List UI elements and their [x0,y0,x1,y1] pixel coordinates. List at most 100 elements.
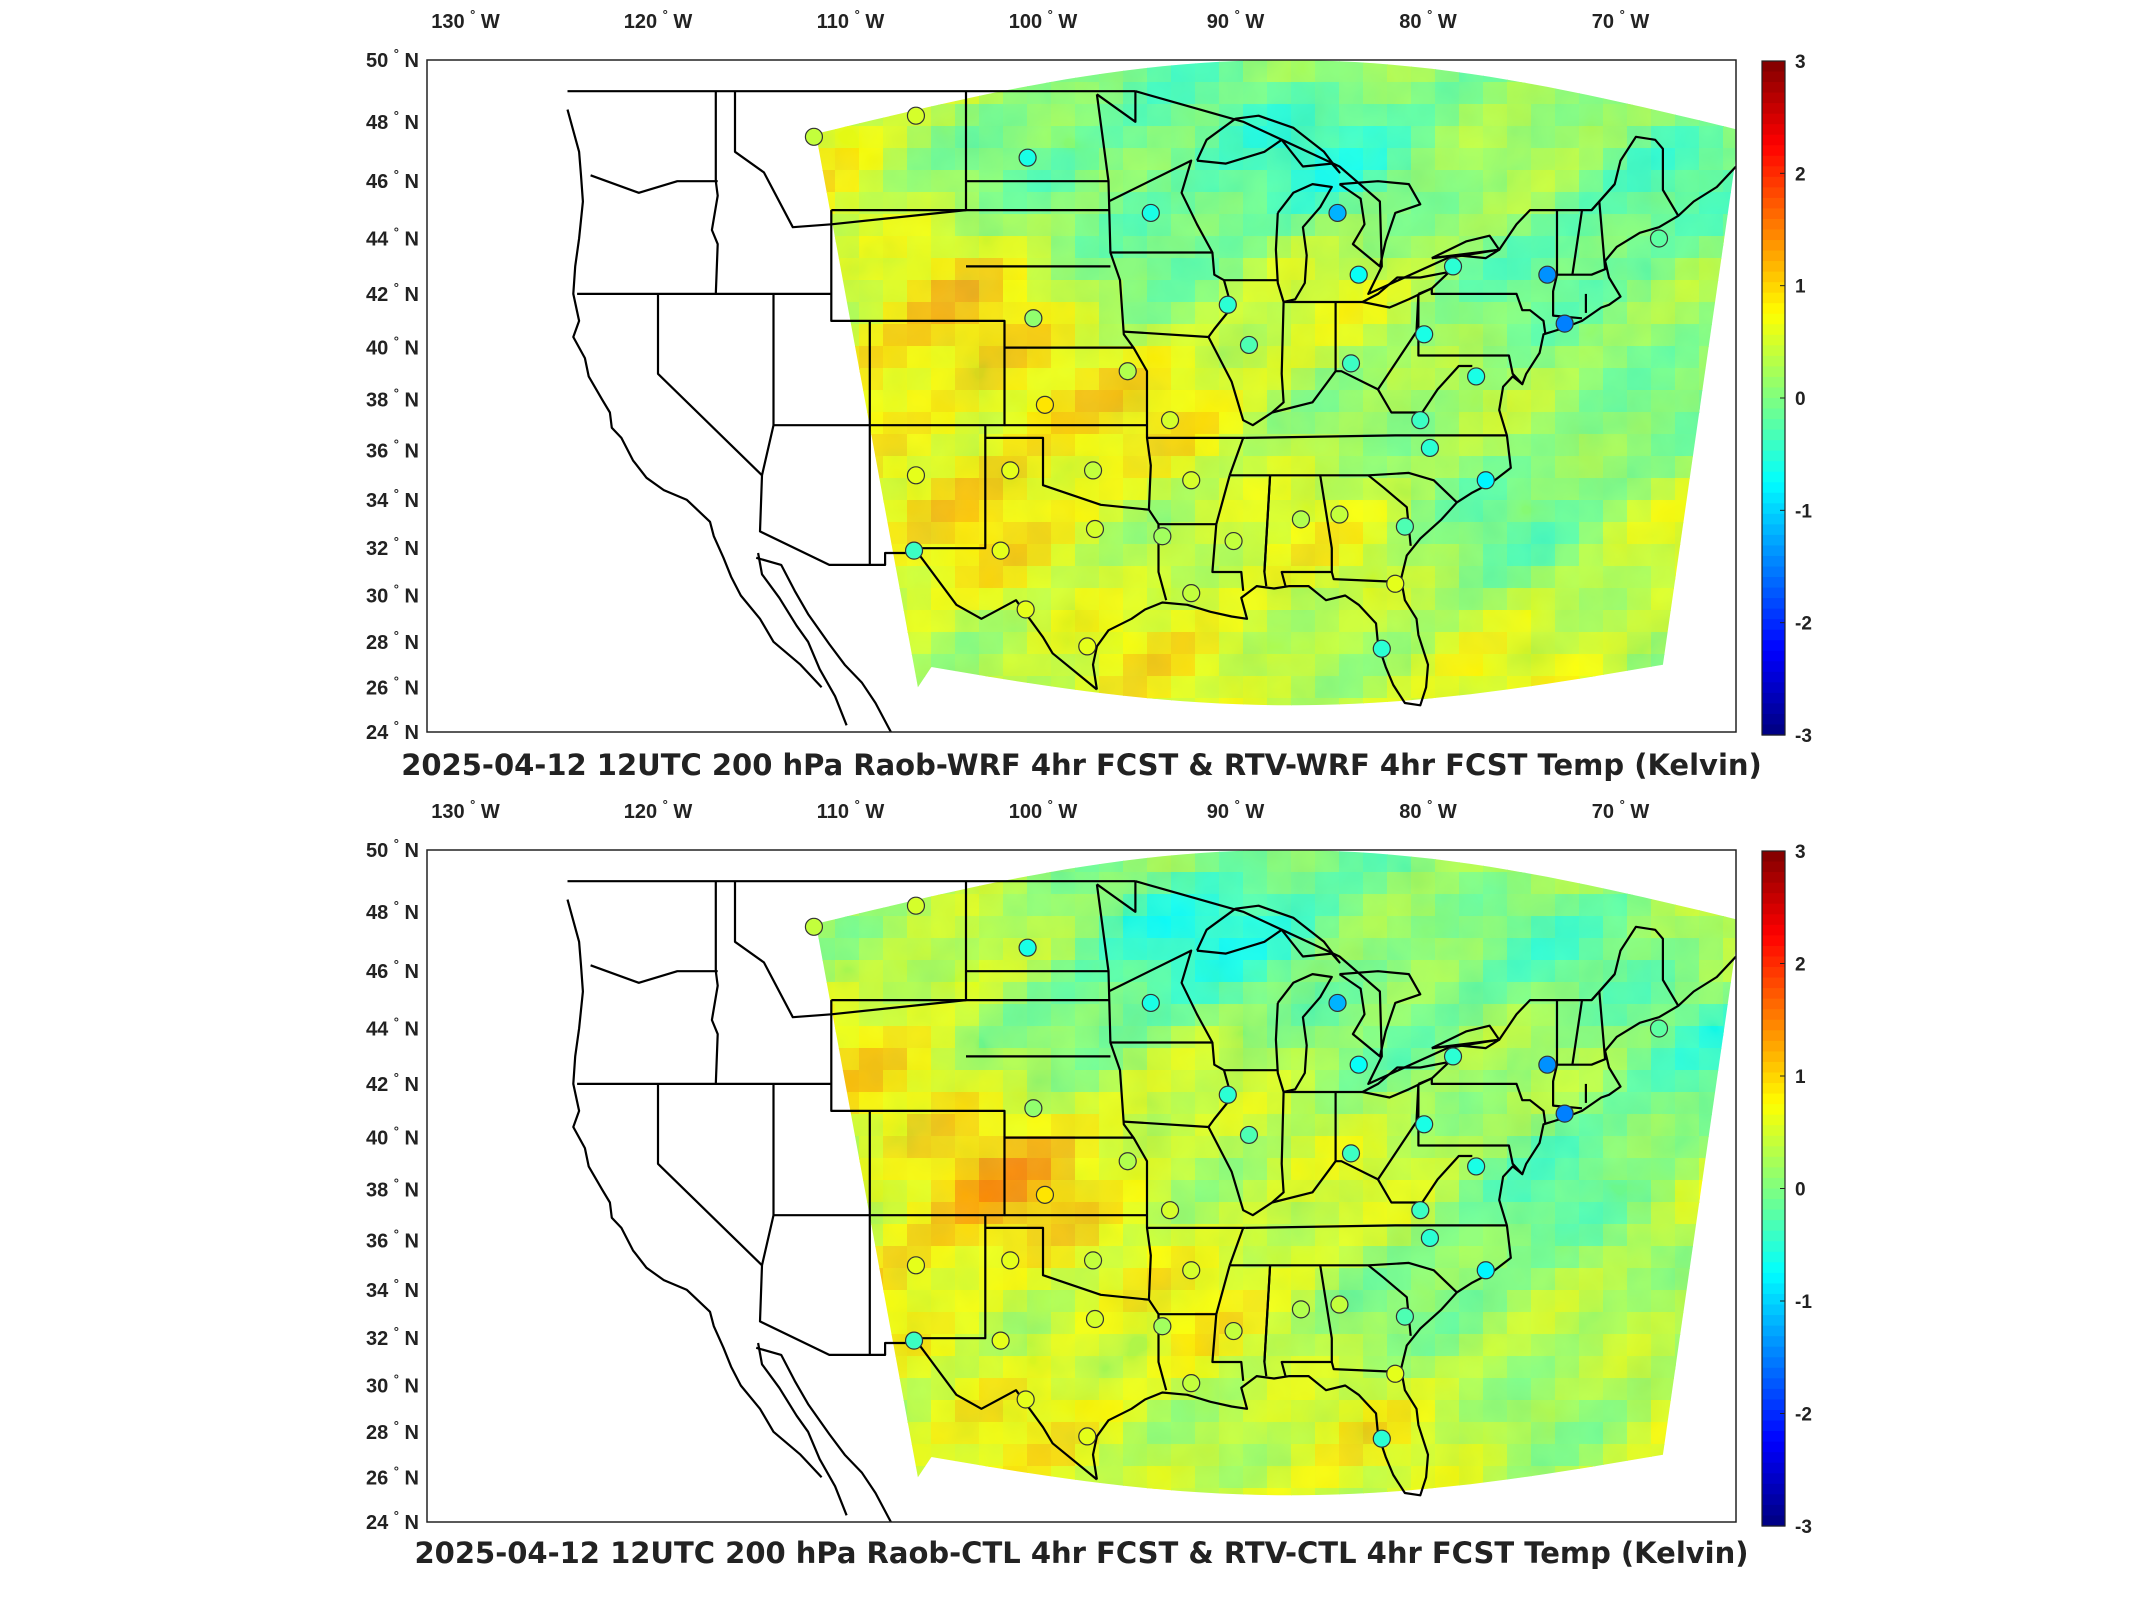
great-lake-outline [1338,180,1422,268]
latitude-tick-label: 42 ° N [366,1070,419,1096]
colorbar-tick-label: 1 [1795,1067,1806,1088]
latitude-tick-label: 50 ° N [366,836,419,862]
colorbar-swatch [1762,1272,1785,1285]
canada-border [1135,90,1500,295]
colorbar-swatch [1762,1462,1785,1474]
colorbar-swatch [1762,1420,1785,1432]
colorbar-swatch [1762,1399,1785,1411]
state-border [1211,524,1245,591]
colorbar-swatch [1762,229,1785,241]
colorbar-tick-label: -3 [1795,1517,1812,1538]
raob-station-marker [1016,600,1035,619]
colorbar-tick-label: 2 [1795,164,1806,185]
latitude-tick-label: 30 ° N [366,1371,419,1397]
raob-station-marker [1218,295,1237,314]
colorbar-swatch [1762,471,1785,483]
great-lake-outline [1338,970,1422,1058]
latitude-tick-label: 34 ° N [366,486,419,512]
raob-station-marker [906,896,926,915]
longitude-tick-label: 120 ° W [624,7,693,33]
latitude-tick-label: 38 ° N [366,386,419,412]
colorbar-swatch [1762,398,1785,410]
colorbar-swatch [1762,882,1785,894]
latitude-tick-label: 32 ° N [366,1324,419,1350]
state-border [1334,293,1420,391]
colorbar-swatch [1762,713,1785,726]
raob-station-marker [1349,265,1368,284]
colorbar-swatch [1762,282,1785,294]
raob-station-marker [1078,1427,1097,1446]
raob-station-marker [1083,461,1103,480]
state-border [1417,1077,1547,1125]
colorbar-swatch [1762,482,1785,494]
colorbar-swatch [1762,103,1785,115]
colorbar-swatch [1762,566,1785,578]
colorbar-swatch [1762,703,1785,715]
colorbar-swatch [1762,187,1785,199]
state-border [1417,287,1547,335]
gulf-atlantic-coastline [1091,955,1736,1497]
colorbar-swatch [1762,208,1785,220]
raob-station-marker [1555,314,1574,333]
colorbar-swatch [1762,250,1785,262]
colorbar-swatch [1762,1019,1785,1031]
state-border [1215,1265,1231,1315]
state-border [1271,1160,1337,1204]
colorbar-swatch [1762,113,1785,125]
colorbar-swatch [1762,1188,1785,1200]
raob-station-marker [1024,1099,1043,1118]
colorbar-swatch [1762,956,1785,968]
raob-station-marker [1649,1019,1669,1038]
raob-station-marker [1153,1317,1172,1336]
colorbar-swatch [1762,292,1785,304]
state-border [1377,364,1473,414]
colorbar: 3 2 1 0 -1 -2 -3 [1761,842,1812,1538]
colorbar-tick-label: -3 [1795,726,1812,747]
colorbar-swatch [1762,935,1785,947]
state-border [1211,1314,1245,1381]
state-border [1263,475,1272,573]
colorbar-swatch [1762,914,1785,926]
longitude-tick-label: 80 ° W [1399,797,1457,823]
baja-coastline [757,1342,848,1516]
raob-station-marker [1341,1144,1361,1163]
state-border [1228,437,1245,476]
latitude-tick-label: 38 ° N [366,1176,419,1202]
colorbar-swatch [1762,513,1785,525]
colorbar-swatch [1762,692,1785,705]
state-border [1245,434,1507,439]
colorbar-swatch [1762,998,1785,1010]
longitude-tick-label: 120 ° W [624,797,693,823]
colorbar: 3 2 1 0 -1 -2 -3 [1761,52,1812,747]
colorbar-swatch [1762,1072,1785,1084]
raob-station-marker [1386,574,1405,593]
raob-station-marker [1160,1201,1180,1220]
colorbar-swatch [1762,598,1785,610]
colorbar-swatch [1762,1357,1785,1369]
geography-lines [566,880,1736,1522]
colorbar-swatch [1762,1114,1785,1126]
raob-station-marker [1118,362,1137,381]
raob-station-marker [1330,505,1349,524]
geography-lines [566,90,1736,732]
colorbar-tick-label: 0 [1795,1180,1806,1201]
raob-station-marker [1395,1307,1415,1326]
colorbar-swatch [1762,671,1785,683]
state-border [1095,884,1152,1300]
raob-station-marker [1386,1364,1405,1383]
raob-station-marker [1411,1201,1430,1220]
state-border [758,293,918,567]
colorbar-swatch [1762,1262,1785,1274]
raob-station-marker [1330,1295,1349,1314]
raob-station-marker [1153,527,1172,546]
colorbar-swatch [1762,1483,1785,1495]
colorbar-swatch [1762,629,1785,641]
state-border [916,425,987,550]
state-border [1431,925,1680,1050]
state-border [916,1215,987,1340]
canada-border [1135,880,1500,1086]
state-border [656,1083,763,1267]
raob-station-marker [1372,1429,1391,1448]
raob-station-marker [991,541,1010,560]
